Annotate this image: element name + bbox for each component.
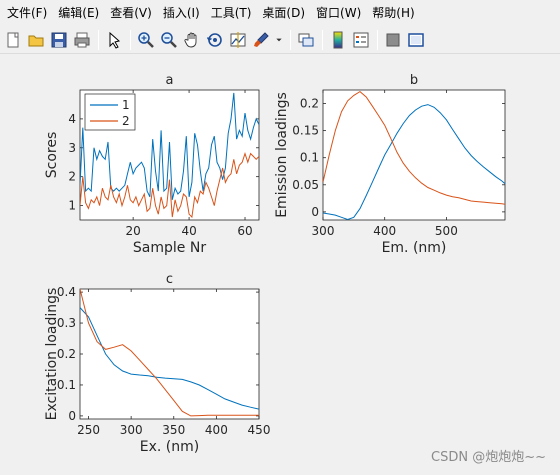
toolbar-separator — [130, 29, 131, 50]
watermark: CSDN @炮炮炮~~ — [431, 450, 546, 465]
legend[interactable]: 12 — [84, 93, 136, 131]
menu-edit[interactable]: 编辑(E) — [58, 6, 100, 20]
print-icon[interactable] — [71, 29, 93, 51]
axes-title: a — [166, 73, 174, 88]
menu-desktop[interactable]: 桌面(D) — [262, 6, 306, 20]
legend-box — [84, 93, 136, 131]
y-tick-label: 0.05 — [292, 178, 319, 192]
x-tick-label: 300 — [120, 423, 143, 437]
axes-b[interactable]: 300 400 500 0 0.05 0.1 0.15 0.2 b Em. (nm) Emissio… — [274, 73, 506, 256]
series-2-line — [80, 151, 259, 219]
toolbar-separator — [290, 29, 291, 50]
zoom-in-icon[interactable] — [135, 29, 157, 51]
toolbar-separator — [98, 29, 99, 50]
menu-help[interactable]: 帮助(H) — [372, 6, 415, 20]
save-icon[interactable] — [48, 29, 70, 51]
menu-view[interactable]: 查看(V) — [110, 6, 152, 20]
axes-box — [322, 89, 506, 221]
x-tick-label: 350 — [162, 423, 185, 437]
menu-bar: 文件(F) 编辑(E) 查看(V) 插入(I) 工具(T) 桌面(D) 窗口(W) 帮助(H) — [0, 0, 560, 26]
y-tick-label: 0.3 — [57, 316, 76, 330]
y-tick-label: 0.1 — [57, 378, 76, 392]
x-axis-label: Ex. (nm) — [140, 439, 199, 455]
series-1-line — [80, 307, 259, 410]
brush-dropdown-icon[interactable] — [273, 29, 285, 51]
y-tick-label: 0.2 — [300, 97, 319, 111]
axes-title: c — [166, 272, 173, 287]
x-tick-label: 60 — [237, 224, 252, 238]
y-tick-label: 4 — [68, 112, 76, 126]
y-axis-label: Excitation loadings — [44, 288, 60, 421]
y-tick-label: 1 — [68, 199, 76, 213]
x-tick-label: 400 — [205, 423, 228, 437]
y-tick-label: 0.15 — [292, 124, 319, 138]
menu-insert[interactable]: 插入(I) — [162, 6, 200, 20]
legend-entry-2: 2 — [122, 114, 130, 128]
open-file-icon[interactable] — [25, 29, 47, 51]
x-axis-label: Em. (nm) — [382, 240, 447, 256]
series-2-line — [323, 90, 505, 205]
menu-file[interactable]: 文件(F) — [7, 6, 48, 20]
series-1-line — [323, 104, 505, 220]
menu-window[interactable]: 窗口(W) — [316, 6, 362, 20]
hide-plot-tools-icon[interactable] — [382, 29, 404, 51]
legend-icon[interactable] — [350, 29, 372, 51]
figure-toolbar — [0, 26, 560, 54]
y-tick-label: 0.4 — [57, 285, 76, 299]
y-tick-label: 0 — [68, 409, 76, 423]
figure-canvas: 20 40 60 1 2 3 4 a Sample Nr Scores 1 2 300 400 500 0 0.… — [0, 55, 560, 475]
x-tick-label: 250 — [77, 423, 100, 437]
menu-tools[interactable]: 工具(T) — [210, 6, 252, 20]
link-plot-icon[interactable] — [295, 29, 317, 51]
y-tick-label: 0 — [311, 205, 319, 219]
x-tick-label: 300 — [312, 224, 335, 238]
x-tick-label: 500 — [435, 224, 458, 238]
show-plot-tools-icon[interactable] — [405, 29, 427, 51]
legend-entry-1: 1 — [122, 98, 130, 112]
axes-title: b — [410, 73, 418, 88]
series-1-line — [80, 92, 259, 200]
x-axis-label: Sample Nr — [133, 240, 206, 256]
edit-pointer-icon[interactable] — [103, 29, 125, 51]
toolbar-separator — [377, 29, 378, 50]
axes-c[interactable]: 250 300 350 400 450 0 0.1 0.2 0.3 0.4 c Ex. (nm) Exc… — [44, 272, 270, 455]
y-axis-label: Emission loadings — [274, 92, 290, 218]
zoom-out-icon[interactable] — [158, 29, 180, 51]
data-cursor-icon[interactable] — [227, 29, 249, 51]
y-tick-label: 0.1 — [300, 151, 319, 165]
axes-box — [79, 288, 260, 420]
toolbar-separator — [322, 29, 323, 50]
brush-icon[interactable] — [250, 29, 272, 51]
y-tick-label: 3 — [68, 141, 76, 155]
x-tick-label: 400 — [373, 224, 396, 238]
x-tick-label: 450 — [248, 423, 271, 437]
x-tick-label: 20 — [126, 224, 141, 238]
y-axis-label: Scores — [44, 132, 60, 179]
colorbar-icon[interactable] — [327, 29, 349, 51]
series-2-line — [80, 289, 259, 417]
y-tick-label: 0.2 — [57, 347, 76, 361]
x-tick-label: 40 — [181, 224, 196, 238]
new-figure-icon[interactable] — [2, 29, 24, 51]
pan-hand-icon[interactable] — [181, 29, 203, 51]
y-tick-label: 2 — [68, 170, 76, 184]
rotate-3d-icon[interactable] — [204, 29, 226, 51]
